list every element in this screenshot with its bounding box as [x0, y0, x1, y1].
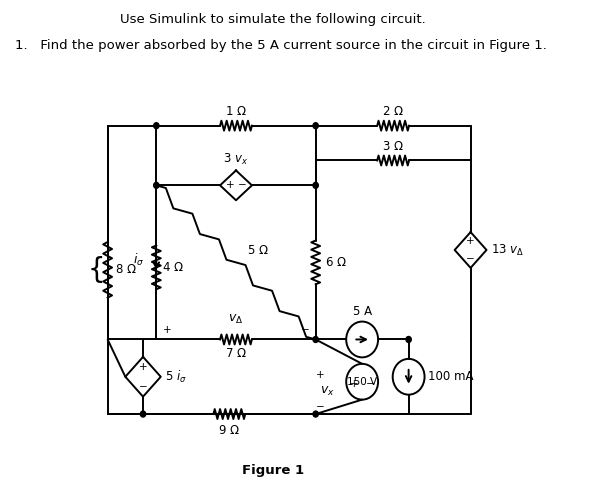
- Circle shape: [154, 123, 159, 129]
- Text: 2 $\Omega$: 2 $\Omega$: [382, 105, 404, 118]
- Text: −: −: [301, 325, 309, 335]
- Text: 4 $\Omega$: 4 $\Omega$: [161, 261, 184, 274]
- Text: −: −: [316, 401, 324, 412]
- Text: −: −: [139, 382, 147, 392]
- Text: $v_\Delta$: $v_\Delta$: [228, 312, 244, 326]
- Text: 150 V: 150 V: [347, 377, 377, 387]
- Text: +: +: [225, 181, 234, 190]
- Text: 7 $\Omega$: 7 $\Omega$: [225, 347, 247, 361]
- Text: 3 $\Omega$: 3 $\Omega$: [382, 140, 404, 153]
- Text: −: −: [238, 181, 247, 190]
- Circle shape: [141, 411, 146, 417]
- Text: 100 mA: 100 mA: [428, 370, 473, 383]
- Text: +: +: [163, 325, 171, 335]
- Text: +: +: [0, 491, 1, 492]
- Text: 5 $\Omega$: 5 $\Omega$: [247, 245, 268, 257]
- Text: Figure 1: Figure 1: [242, 463, 305, 477]
- Text: −: −: [466, 254, 475, 264]
- Text: +: +: [350, 379, 359, 389]
- Circle shape: [313, 411, 318, 417]
- Text: 3 $v_x$: 3 $v_x$: [223, 153, 249, 167]
- Text: +: +: [316, 370, 324, 380]
- Text: 5 $i_\sigma$: 5 $i_\sigma$: [165, 369, 187, 385]
- Text: 13 $v_\Delta$: 13 $v_\Delta$: [491, 243, 524, 257]
- Text: 5 A: 5 A: [352, 305, 371, 318]
- Text: Use Simulink to simulate the following circuit.: Use Simulink to simulate the following c…: [120, 13, 426, 26]
- Circle shape: [406, 337, 411, 342]
- Text: −: −: [366, 379, 375, 389]
- Text: $i_\sigma$: $i_\sigma$: [133, 252, 144, 268]
- Text: 9 $\Omega$: 9 $\Omega$: [219, 424, 240, 437]
- Text: 1.   Find the power absorbed by the 5 A current source in the circuit in Figure : 1. Find the power absorbed by the 5 A cu…: [15, 39, 546, 52]
- Circle shape: [313, 123, 318, 129]
- Text: +: +: [139, 362, 147, 372]
- Circle shape: [313, 337, 318, 342]
- Text: +: +: [466, 236, 475, 246]
- Text: $\{$: $\{$: [87, 254, 103, 285]
- Circle shape: [154, 183, 159, 188]
- Text: $v_x$: $v_x$: [320, 385, 335, 398]
- Text: −: −: [0, 491, 1, 492]
- Text: 8 $\Omega$: 8 $\Omega$: [115, 263, 136, 277]
- Circle shape: [313, 183, 318, 188]
- Text: 6 $\Omega$: 6 $\Omega$: [325, 256, 346, 269]
- Text: 1 $\Omega$: 1 $\Omega$: [225, 105, 247, 118]
